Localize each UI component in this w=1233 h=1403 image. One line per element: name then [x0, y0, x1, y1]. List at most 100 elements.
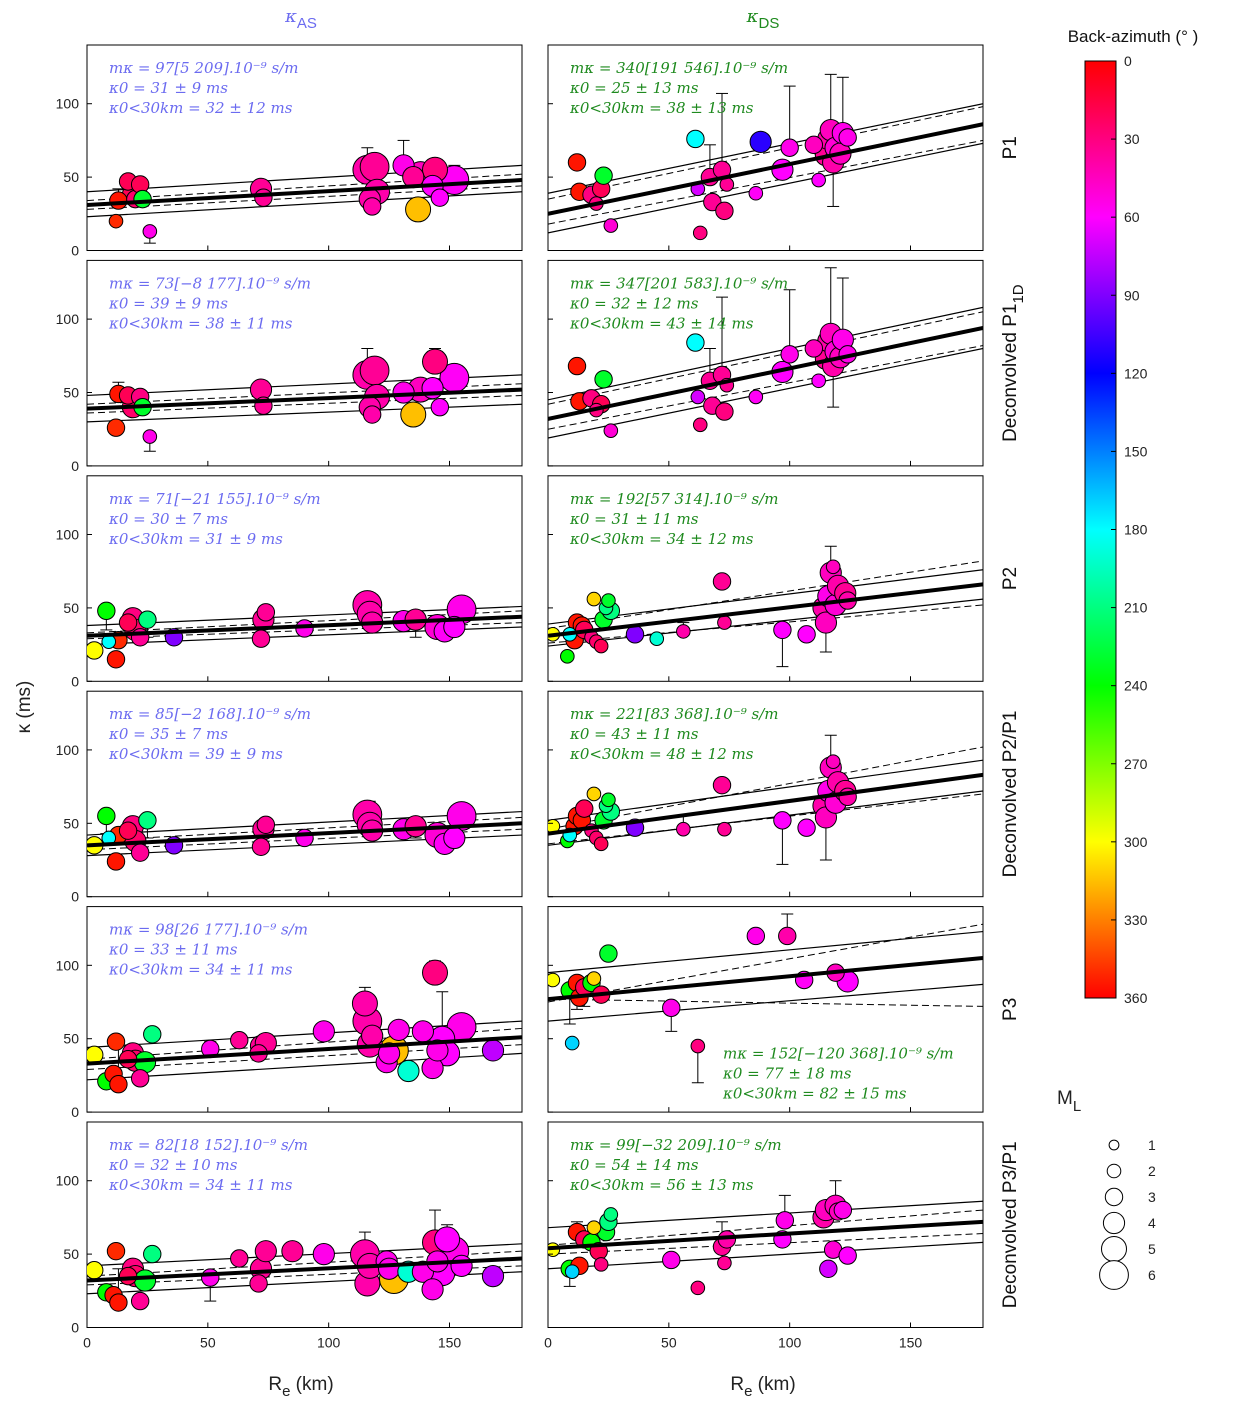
data-point: [256, 603, 276, 622]
x-tick-label: 50: [661, 1335, 677, 1351]
data-point: [87, 1261, 104, 1280]
data-point: [422, 959, 448, 986]
fit-line: [548, 955, 983, 1002]
y-tick-label: 100: [56, 1173, 80, 1189]
annotation-line: κ0<30km = 48 ± 12 ms: [569, 745, 754, 763]
data-point: [377, 1042, 401, 1065]
data-point: [397, 1059, 420, 1083]
data-point: [130, 1069, 150, 1088]
data-point: [811, 373, 826, 389]
annotation-line: κ0 = 25 ± 13 ms: [569, 79, 699, 97]
data-point: [106, 418, 126, 437]
data-point: [676, 821, 691, 837]
x-axis-label-right-main: R: [730, 1374, 744, 1395]
plot-content: [87, 347, 522, 452]
data-point: [443, 826, 466, 850]
data-point: [712, 775, 732, 795]
data-point: [362, 197, 382, 216]
data-point: [106, 650, 126, 669]
plot-content: [87, 959, 522, 1094]
dashed-bound-line: [548, 1209, 983, 1246]
annotation-line: κ0 = 77 ± 18 ms: [722, 1065, 852, 1083]
data-point: [773, 811, 792, 830]
fit-line: [87, 387, 522, 411]
annotation-line: κ0<30km = 32 ± 12 ms: [108, 99, 293, 117]
plot-content: [548, 545, 983, 668]
data-point: [567, 153, 587, 172]
y-tick-label: 50: [63, 169, 79, 185]
annotation-line: κ0 = 31 ± 9 ms: [108, 79, 228, 97]
panel-1-as: 0 50 100 mκ = 97[5 209].10⁻⁹ s/m κ0 = 31 ± 9…: [56, 44, 523, 259]
data-point: [133, 1269, 157, 1292]
annotation-line: κ0<30km = 39 ± 9 ms: [108, 745, 283, 763]
fit-line: [548, 325, 983, 421]
plot-area: [86, 690, 523, 898]
data-point: [712, 572, 732, 591]
colorbar: [1084, 60, 1117, 999]
dashed-bound-line: [87, 394, 522, 414]
data-point: [130, 843, 150, 862]
dashed-bound-line: [548, 998, 983, 1007]
data-point: [593, 638, 609, 654]
data-point: [108, 213, 124, 229]
data-point: [586, 971, 602, 986]
row-label: P2: [1000, 567, 1021, 590]
plot-content: [548, 1180, 983, 1296]
annotation-line: κ0 = 30 ± 7 ms: [108, 510, 228, 528]
colorbar-tick-label: 150: [1124, 443, 1148, 459]
data-point: [130, 628, 150, 647]
data-point: [749, 130, 772, 153]
plot-content: [548, 913, 983, 1084]
annotation-line: κ0<30km = 82 ± 15 ms: [722, 1085, 907, 1103]
data-point: [748, 185, 764, 201]
plot-content: [548, 267, 983, 439]
annotation-line: κ0 = 54 ± 14 ms: [569, 1156, 699, 1174]
y-tick-label: 100: [56, 957, 80, 973]
x-axis-label-right-sub: e: [744, 1383, 752, 1400]
data-point: [692, 225, 708, 241]
row-label: Deconvolved P3/P1: [1000, 1141, 1021, 1308]
fit-line: [87, 178, 522, 207]
colorbar-tick-label: 180: [1124, 522, 1148, 538]
fit-line: [87, 1256, 522, 1283]
fit-line: [87, 1035, 522, 1066]
annotation-line: mκ = 192[57 314].10⁻⁹ s/m: [570, 490, 779, 508]
column-title-kas-sub: AS: [297, 15, 317, 32]
data-point: [690, 1280, 706, 1296]
data-point: [825, 559, 841, 575]
data-point: [422, 348, 448, 375]
data-point: [254, 1240, 277, 1263]
panel-3-as: 0 50 100 mκ = 71[−21 155].10⁻⁹ s/m κ0 = 30 ±…: [56, 475, 523, 689]
data-point: [130, 1291, 150, 1311]
data-point: [359, 355, 390, 386]
data-point: [106, 1032, 126, 1051]
annotation-line: mκ = 73[−8 177].10⁻⁹ s/m: [109, 274, 311, 292]
data-point: [780, 138, 799, 157]
annotation-line: κ0<30km = 56 ± 13 ms: [569, 1176, 754, 1194]
plot-content: [87, 139, 522, 244]
plot-content: [548, 734, 983, 865]
data-point: [138, 811, 157, 830]
colorbar-tick-label: 300: [1124, 834, 1148, 850]
dashed-bound-line: [548, 560, 983, 629]
colorbar-tick-label: 0: [1124, 53, 1132, 69]
plot-area: [86, 475, 523, 682]
data-point: [804, 135, 824, 155]
plot-area: [86, 44, 523, 251]
lower-bound-line: [548, 347, 983, 439]
y-tick-label: 0: [71, 889, 79, 905]
data-point: [377, 1257, 401, 1280]
annotation-line: κ0 = 35 ± 7 ms: [108, 725, 228, 743]
data-point: [230, 1249, 249, 1268]
data-point: [411, 1020, 435, 1043]
colorbar-ticks: 0 30 60 90 120 150 180 210 240 270 300 330 360: [1111, 53, 1148, 1006]
x-tick-label: 0: [83, 1335, 91, 1351]
upper-bound-line: [548, 569, 983, 625]
data-point: [599, 944, 618, 963]
data-point: [421, 1278, 444, 1301]
column-title-kds-kappa: κ: [746, 6, 759, 27]
annotation-line: κ0<30km = 34 ± 12 ms: [569, 530, 754, 548]
x-axis-label-left: Re (km): [268, 1374, 333, 1400]
annotation-line: mκ = 82[18 152].10⁻⁹ s/m: [109, 1136, 308, 1154]
annotation-line: κ0<30km = 43 ± 14 ms: [569, 314, 754, 332]
